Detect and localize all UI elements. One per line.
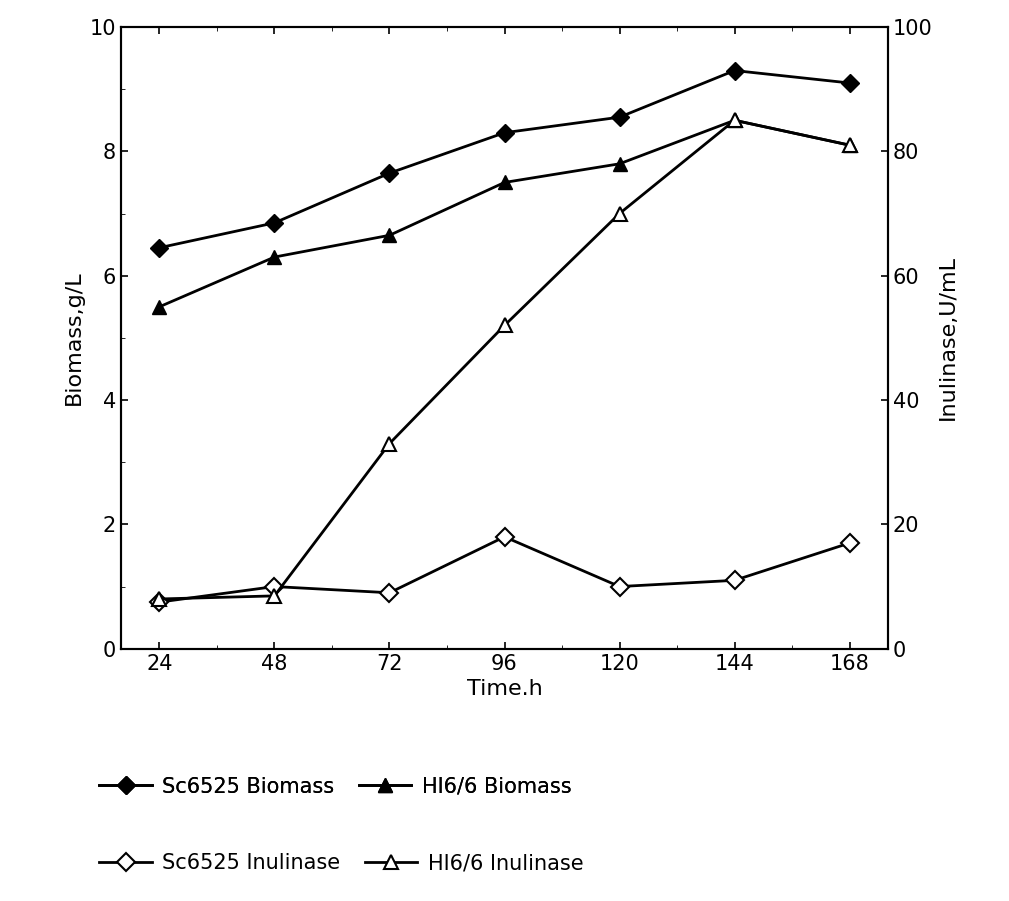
Sc6525 Inulinase xyxy=(728,575,741,586)
Y-axis label: Inulinase,U/mL: Inulinase,U/mL xyxy=(938,255,959,421)
HI6/6 Biomass xyxy=(268,251,281,262)
Sc6525 Inulinase xyxy=(844,538,856,549)
HI6/6 Biomass xyxy=(613,159,626,169)
Line: Sc6525 Inulinase: Sc6525 Inulinase xyxy=(153,531,856,608)
Line: Sc6525 Biomass: Sc6525 Biomass xyxy=(153,64,856,254)
Sc6525 Inulinase xyxy=(613,581,626,592)
Line: HI6/6 Inulinase: HI6/6 Inulinase xyxy=(152,114,857,606)
HI6/6 Biomass xyxy=(153,301,165,312)
Sc6525 Biomass xyxy=(383,168,396,178)
HI6/6 Inulinase xyxy=(268,590,281,601)
X-axis label: Time.h: Time.h xyxy=(466,679,543,699)
Sc6525 Biomass xyxy=(613,112,626,123)
Legend: Sc6525 Biomass, HI6/6 Biomass: Sc6525 Biomass, HI6/6 Biomass xyxy=(91,769,579,805)
HI6/6 Inulinase xyxy=(383,438,396,449)
HI6/6 Biomass xyxy=(498,177,511,187)
Sc6525 Biomass xyxy=(153,242,165,253)
HI6/6 Inulinase xyxy=(613,208,626,219)
Sc6525 Inulinase xyxy=(383,587,396,598)
Sc6525 Biomass xyxy=(268,217,281,228)
Line: HI6/6 Biomass: HI6/6 Biomass xyxy=(152,114,857,314)
Legend: Sc6525 Inulinase, HI6/6 Inulinase: Sc6525 Inulinase, HI6/6 Inulinase xyxy=(91,845,591,881)
Sc6525 Inulinase xyxy=(153,596,165,607)
Sc6525 Biomass xyxy=(498,127,511,138)
Sc6525 Inulinase xyxy=(498,532,511,542)
Y-axis label: Biomass,g/L: Biomass,g/L xyxy=(65,270,84,405)
HI6/6 Inulinase xyxy=(728,114,741,125)
Sc6525 Biomass xyxy=(844,77,856,88)
HI6/6 Inulinase xyxy=(498,320,511,331)
HI6/6 Biomass xyxy=(844,140,856,150)
Sc6525 Biomass xyxy=(728,65,741,76)
HI6/6 Inulinase xyxy=(153,594,165,605)
HI6/6 Biomass xyxy=(383,230,396,241)
HI6/6 Biomass xyxy=(728,114,741,125)
HI6/6 Inulinase xyxy=(844,140,856,150)
Sc6525 Inulinase xyxy=(268,581,281,592)
